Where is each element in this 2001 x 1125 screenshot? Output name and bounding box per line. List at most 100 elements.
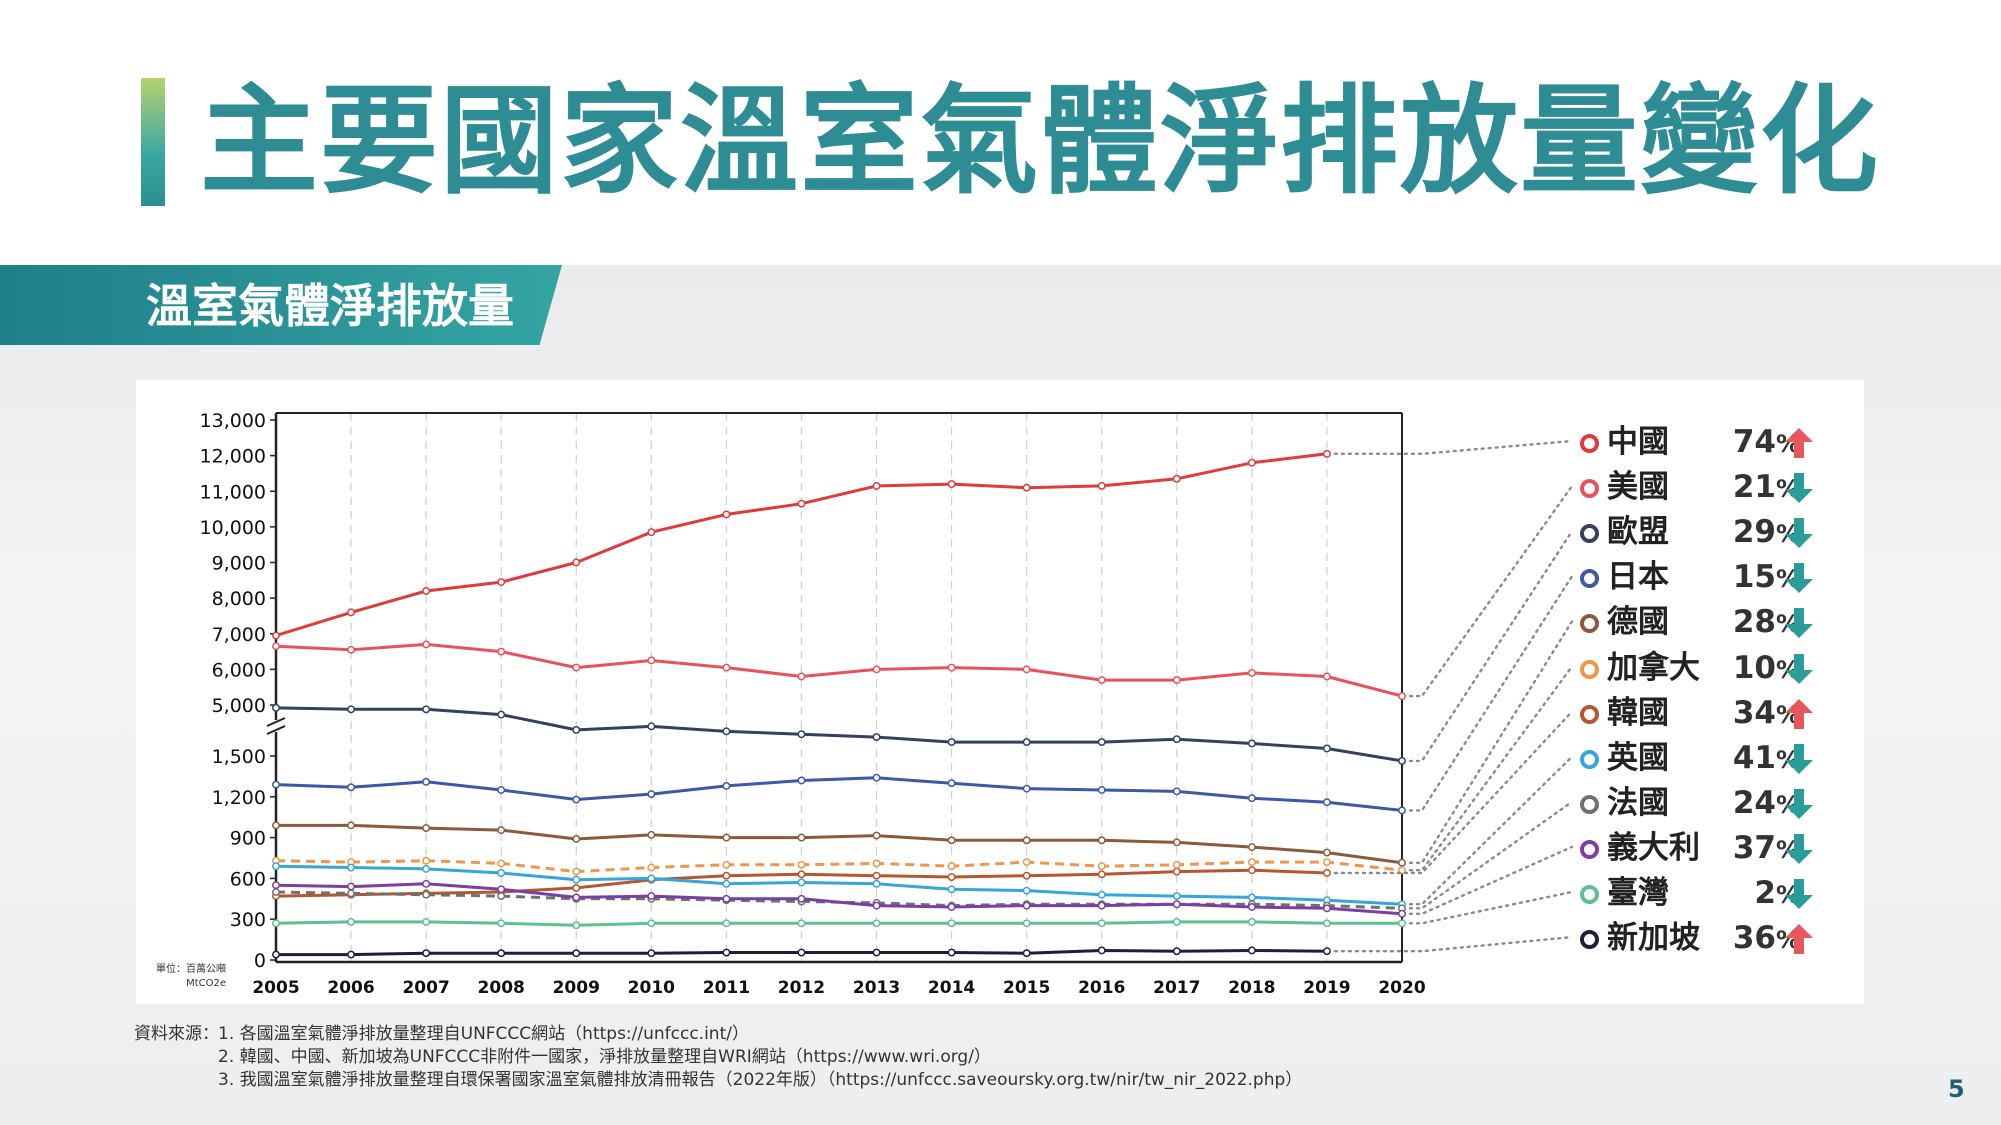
data-point bbox=[947, 663, 956, 672]
legend-marker bbox=[1580, 614, 1599, 634]
legend-country-name: 德國 bbox=[1607, 604, 1669, 641]
series-line bbox=[275, 706, 1403, 763]
data-point bbox=[572, 921, 581, 930]
data-point bbox=[272, 919, 280, 928]
data-point bbox=[1322, 947, 1331, 956]
data-point bbox=[497, 826, 506, 835]
data-point bbox=[797, 870, 806, 879]
data-point bbox=[1247, 917, 1256, 926]
arrow-up-icon bbox=[1785, 428, 1813, 458]
data-point bbox=[1172, 787, 1181, 796]
data-point bbox=[1097, 481, 1106, 490]
data-point bbox=[497, 647, 506, 656]
data-point bbox=[272, 703, 280, 712]
data-point bbox=[1172, 838, 1181, 847]
data-point bbox=[1022, 665, 1031, 674]
data-point bbox=[647, 919, 656, 928]
data-point bbox=[1247, 794, 1256, 803]
legend-marker bbox=[1580, 930, 1599, 950]
data-point bbox=[1398, 692, 1406, 701]
legend-change-percent: 36% bbox=[1732, 920, 1800, 957]
data-point bbox=[1097, 738, 1106, 746]
x-tick-label: 2008 bbox=[478, 978, 525, 998]
data-point bbox=[1022, 858, 1031, 867]
data-point bbox=[872, 871, 881, 880]
data-point bbox=[722, 727, 731, 736]
x-tick-label: 2005 bbox=[252, 978, 299, 998]
x-tick-label: 2011 bbox=[703, 978, 750, 998]
legend-marker bbox=[1580, 434, 1599, 453]
y-tick-label: 6,000 bbox=[212, 659, 266, 681]
data-point bbox=[347, 783, 356, 792]
data-point bbox=[647, 528, 656, 537]
legend-marker bbox=[1580, 749, 1599, 769]
legend-marker bbox=[1580, 569, 1599, 589]
x-tick-label: 2018 bbox=[1228, 978, 1275, 998]
x-tick-label: 2012 bbox=[778, 978, 825, 998]
x-tick-label: 2013 bbox=[853, 978, 900, 998]
y-tick-label: 10,000 bbox=[200, 517, 266, 539]
data-point bbox=[647, 790, 656, 799]
data-point bbox=[947, 862, 956, 871]
legend-country-name: 義大利 bbox=[1607, 829, 1700, 866]
legend-connector bbox=[1408, 575, 1574, 812]
data-point bbox=[422, 949, 431, 958]
data-point bbox=[1322, 858, 1331, 867]
data-point bbox=[722, 833, 731, 842]
legend-country-name: 法國 bbox=[1607, 784, 1669, 821]
line-chart: 13,000 12,000 11,000 10,000 9,000 8,000 7,000 6… bbox=[200, 410, 1574, 998]
x-tick-label: 2006 bbox=[327, 978, 374, 998]
axis-break-mark bbox=[266, 717, 286, 727]
data-point bbox=[1247, 866, 1256, 875]
x-tick-label: 2010 bbox=[628, 978, 675, 998]
data-point bbox=[347, 645, 356, 654]
data-point bbox=[1172, 900, 1181, 909]
series-line bbox=[275, 920, 1402, 927]
legend-country-name: 歐盟 bbox=[1607, 514, 1669, 551]
data-point bbox=[347, 863, 356, 872]
data-point bbox=[722, 894, 731, 903]
data-point bbox=[347, 882, 356, 891]
data-point bbox=[647, 874, 656, 883]
data-point bbox=[572, 725, 581, 734]
data-point bbox=[797, 730, 806, 739]
arrow-up-icon bbox=[1785, 924, 1813, 955]
series-line bbox=[275, 642, 1403, 698]
arrow-down-icon bbox=[1785, 608, 1813, 639]
x-tick-label: 2020 bbox=[1378, 978, 1425, 998]
data-point bbox=[1022, 871, 1031, 880]
data-point bbox=[947, 919, 956, 928]
y-tick-label: 300 bbox=[230, 909, 266, 931]
x-tick-label: 2017 bbox=[1153, 978, 1200, 998]
data-point bbox=[272, 631, 280, 640]
data-point bbox=[1398, 806, 1406, 815]
data-point bbox=[497, 786, 506, 794]
y-tick-label: 0 bbox=[254, 950, 266, 972]
data-point bbox=[1398, 909, 1406, 918]
data-point bbox=[1022, 886, 1031, 895]
data-point bbox=[947, 948, 956, 957]
data-point bbox=[1172, 867, 1181, 876]
legend-marker bbox=[1580, 479, 1599, 499]
data-point bbox=[722, 948, 731, 957]
data-point bbox=[1247, 893, 1256, 902]
data-point bbox=[1247, 858, 1256, 867]
data-point bbox=[797, 878, 806, 887]
legend-marker bbox=[1580, 659, 1599, 679]
data-point bbox=[872, 901, 881, 910]
source-item-1: 1. 各國溫室氣體淨排放量整理自UNFCCC網站（https://unfccc.… bbox=[218, 1024, 749, 1044]
data-point bbox=[947, 480, 956, 489]
data-point bbox=[422, 856, 431, 865]
data-point bbox=[272, 821, 280, 830]
arrow-down-icon bbox=[1785, 788, 1813, 819]
data-point bbox=[347, 917, 356, 926]
data-point bbox=[572, 893, 581, 902]
data-point bbox=[947, 873, 956, 881]
data-point bbox=[422, 640, 431, 649]
y-tick-label: 13,000 bbox=[200, 410, 266, 432]
legend-country-name: 日本 bbox=[1607, 559, 1669, 596]
data-point bbox=[272, 950, 280, 959]
data-point bbox=[1247, 946, 1256, 955]
